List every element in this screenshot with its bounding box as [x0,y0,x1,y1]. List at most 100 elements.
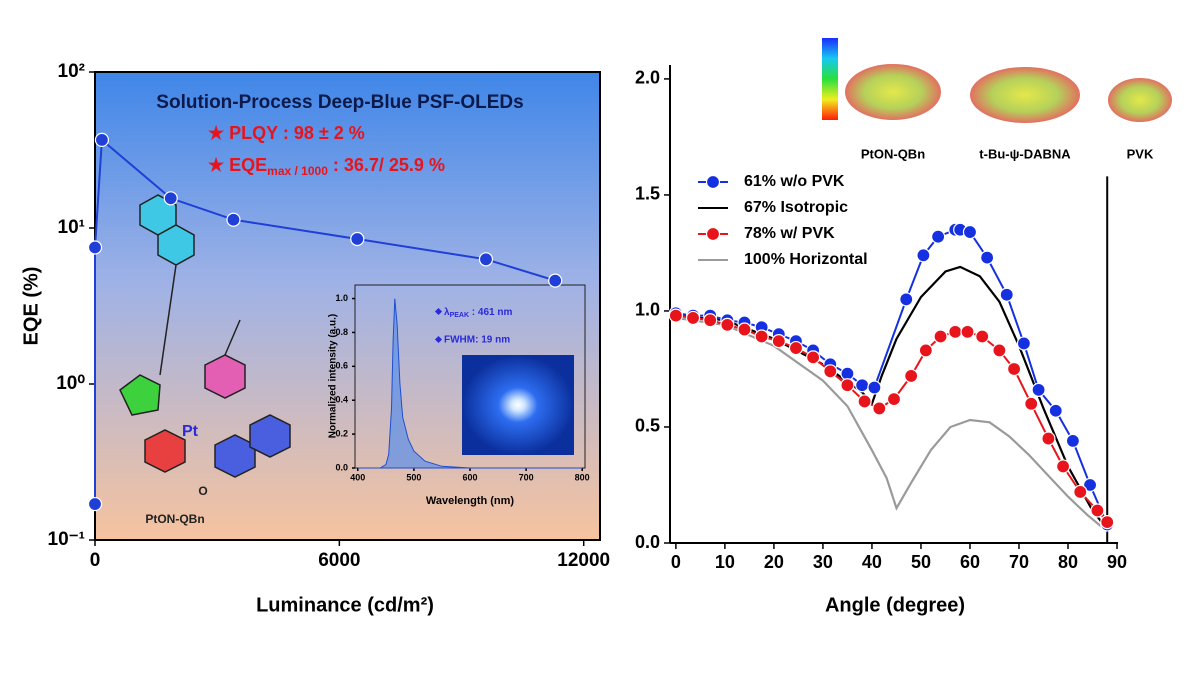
marker [823,364,838,379]
x-tick-label: 80 [1058,552,1078,572]
y-tick-label: 0.8 [335,327,348,337]
x-tick-label: 700 [519,473,534,483]
x-axis-label: Luminance (cd/m²) [256,594,434,616]
marker [548,273,563,288]
marker [904,368,919,384]
colorbar [822,38,838,120]
marker [980,250,995,265]
y-tick-label: 2.0 [635,68,660,88]
x-tick-label: 400 [350,473,365,483]
x-tick-label: 50 [911,552,931,572]
chart-title: Solution-Process Deep-Blue PSF-OLEDs [156,92,523,113]
marker [857,394,872,409]
marker [1065,433,1081,449]
marker [478,252,494,267]
legend-sub: PEAK [450,312,469,319]
marker [1073,484,1088,500]
x-tick-label: 500 [406,473,421,483]
marker [918,343,933,358]
x-tick-label: 30 [813,552,833,572]
x-tick-label: 90 [1107,552,1127,572]
x-axis-label: Angle (degree) [825,594,965,616]
marker [703,313,718,328]
molecule-label: PtON-QBn [861,146,925,161]
marker [992,343,1007,358]
marker [350,231,365,247]
legend-label: 78% w/ PVK [744,225,835,242]
x-tick-label: 70 [1009,552,1029,572]
y-tick-label: 0.0 [335,462,348,472]
marker [960,324,975,339]
y-tick-label: 0.0 [635,532,660,552]
x-tick-label: 60 [960,552,980,572]
inset-y-label: Normalized intensity (a.u.) [328,314,339,438]
y-tick-label: 0.2 [335,428,348,438]
marker [962,224,978,240]
marker [916,248,931,263]
x-tick-label: 6000 [318,550,360,571]
y-tick-label: 10⁻¹ [48,529,86,550]
marker [737,322,752,337]
marker [933,329,948,344]
marker [1024,396,1039,411]
marker [1090,503,1105,518]
marker [87,240,103,255]
legend-marker [705,174,721,190]
y-tick-label: 0.5 [635,416,660,436]
series-line [94,137,556,504]
inset-legend: λPEAK : 461 nm [444,307,512,319]
marker [163,191,178,206]
atom-label: Pt [182,423,199,440]
marker [685,310,701,326]
legend-label: 67% Isotropic [744,199,848,216]
legend-text: : 461 nm [469,307,512,318]
molecule-label: t-Bu-ψ-DABNA [979,146,1071,161]
marker [94,132,110,148]
y-tick-label: 10⁰ [56,373,85,394]
y-tick-label: 1.0 [635,300,660,320]
marker [855,378,870,393]
surface-maps [845,64,1172,123]
marker [1016,336,1031,351]
spectrum-area [357,298,583,469]
y-tick-label: 1.5 [635,184,660,204]
inset-legend: FWHM: 19 nm [444,335,510,346]
marker [1031,382,1046,397]
series-line [675,314,1108,523]
molecule-label: PVK [1127,146,1154,161]
marker [720,317,735,332]
molecule-structure [119,194,291,478]
x-tick-label: 800 [575,473,590,483]
structure-name: PtON-QBn [145,512,204,526]
annotation-sub: max / 1000 [267,164,328,178]
x-tick-label: 10 [715,552,735,572]
marker [1048,403,1063,418]
marker [668,308,683,323]
annotation-text: : 36.7/ 25.9 % [328,155,445,175]
series-line [675,316,1108,533]
legend-text: λ [444,307,450,318]
marker [840,378,855,393]
marker [87,496,103,512]
series-line [675,228,1109,525]
legend-bullet [434,307,443,316]
marker [872,401,887,416]
marker [1100,515,1115,530]
x-tick-label: 12000 [557,550,610,571]
legend-marker [705,226,721,242]
x-tick-label: 20 [764,552,784,572]
marker [1056,459,1071,474]
marker [771,334,786,349]
annotation: ★ EQEmax / 1000 : 36.7/ 25.9 % [208,155,445,178]
y-tick-label: 0.4 [335,395,348,405]
marker [1006,361,1022,377]
atom-label: O [198,484,207,498]
marker [867,380,882,395]
legend-bullet [434,335,443,344]
marker [1041,431,1056,446]
marker [931,229,946,244]
marker [948,324,963,339]
x-tick-label: 0 [90,550,101,571]
legend-label: 61% w/o PVK [744,173,845,190]
